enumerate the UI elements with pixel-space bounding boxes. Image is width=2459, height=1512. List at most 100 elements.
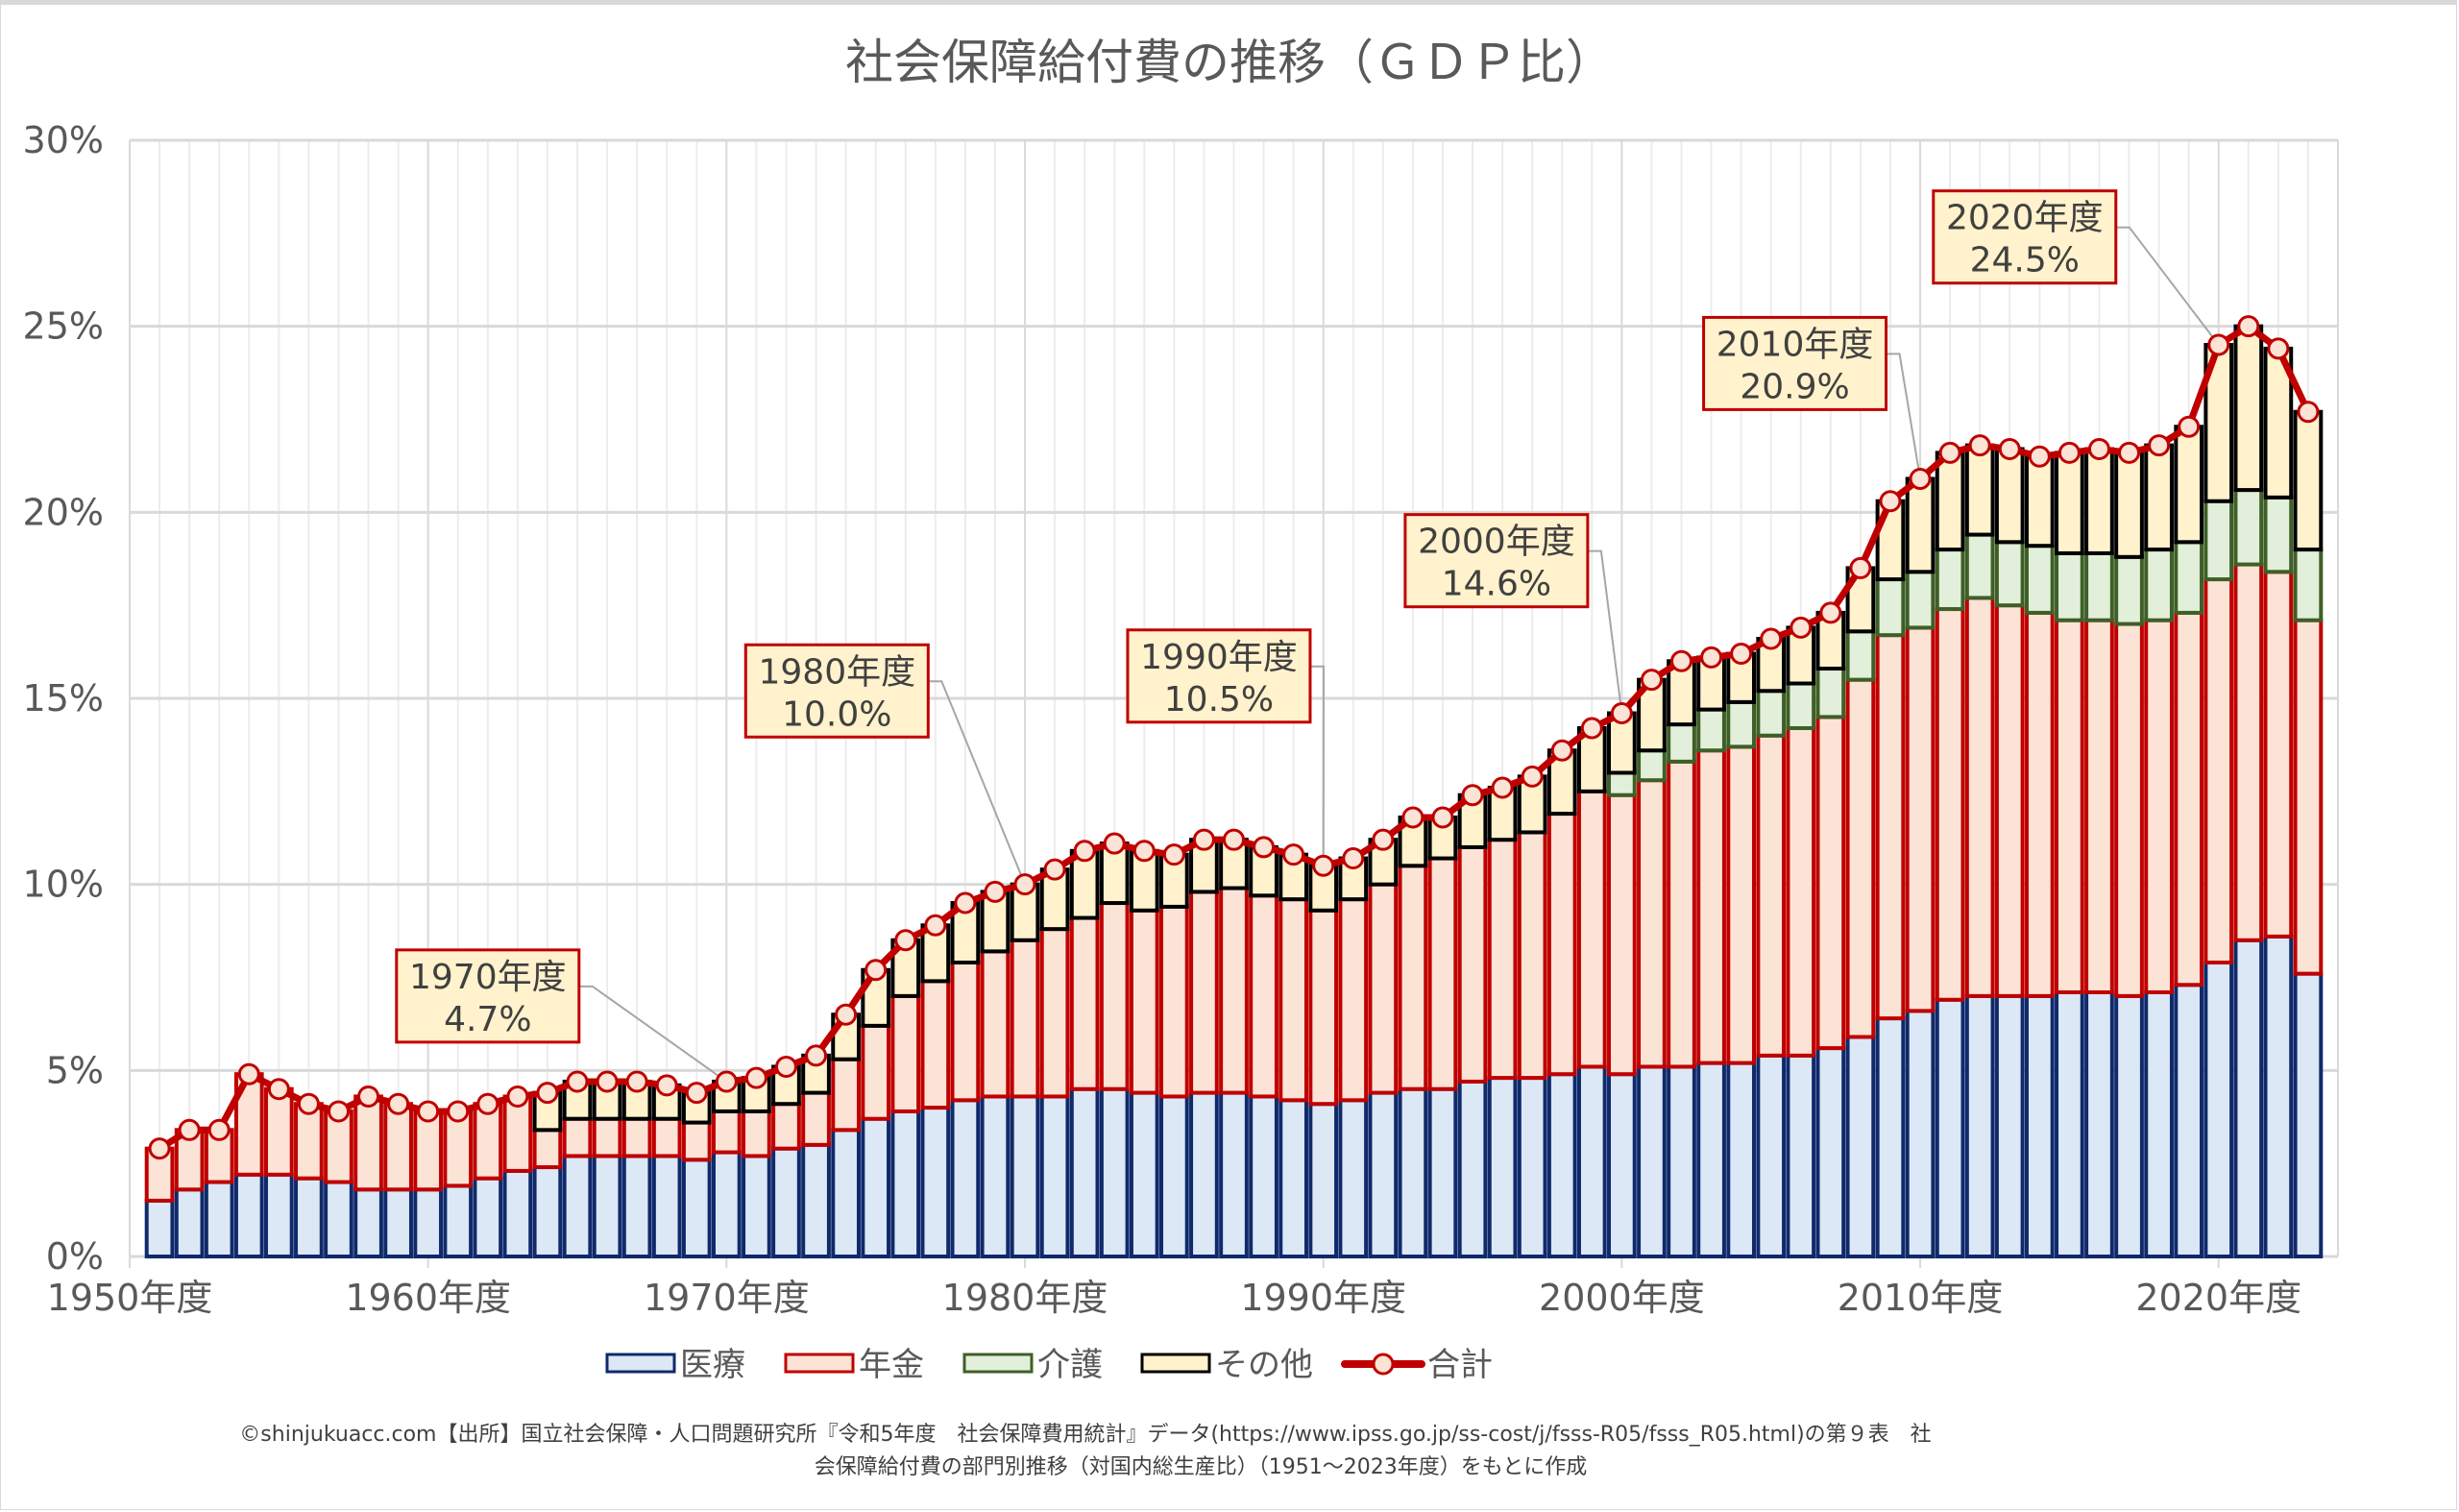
bar-segment-medical: [831, 1128, 861, 1258]
bar-segment-medical: [1129, 1090, 1159, 1259]
bar-segment-care: [2263, 495, 2294, 574]
bar-segment-care: [1994, 540, 2025, 608]
legend-label-total: 合計: [1427, 1346, 1493, 1384]
bar-segment-medical: [1905, 1009, 1936, 1258]
bar-segment-medical: [1099, 1086, 1130, 1258]
bar-segment-medical: [711, 1150, 742, 1258]
bar-segment-pension: [383, 1102, 413, 1192]
annotation-leader-line: [2115, 226, 2220, 346]
bar-segment-medical: [2055, 989, 2084, 1258]
total-point: [476, 1092, 499, 1115]
bar-segment-other: [2114, 451, 2144, 559]
bar-segment-pension: [1845, 677, 1876, 1039]
total-point: [1342, 847, 1365, 870]
bar-segment-medical: [2084, 989, 2114, 1258]
bar-segment-pension: [1427, 856, 1458, 1091]
total-point: [297, 1092, 320, 1115]
bar-segment-pension: [1875, 633, 1906, 1021]
x-tick-label: 1970年度: [644, 1277, 810, 1319]
bar-segment-medical: [144, 1198, 175, 1259]
bar-segment-medical: [1189, 1090, 1219, 1259]
bar-segment-medical: [920, 1106, 951, 1258]
bar-segment-pension: [1726, 744, 1757, 1065]
bar-segment-pension: [2114, 622, 2144, 998]
bar-segment-medical: [1427, 1086, 1458, 1258]
bar-segment-pension: [1756, 733, 1787, 1058]
total-point: [357, 1085, 380, 1108]
bar-segment-care: [1845, 629, 1876, 682]
annotation-value: 20.9%: [1740, 367, 1849, 406]
bar-segment-other: [2233, 324, 2264, 493]
total-point: [1401, 806, 1424, 829]
total-point: [327, 1100, 350, 1123]
bar-segment-care: [2084, 550, 2114, 622]
bar-segment-medical: [1576, 1064, 1607, 1258]
bar-segment-other: [2024, 454, 2055, 549]
bar-segment-pension: [353, 1094, 383, 1192]
bar-segment-medical: [1517, 1076, 1547, 1258]
bar-segment-other: [1726, 651, 1757, 704]
bar-segment-medical: [1457, 1079, 1488, 1259]
bar-segment-other: [2144, 443, 2174, 552]
bar-segment-medical: [2263, 934, 2294, 1258]
y-tick-label: 15%: [23, 677, 104, 719]
bar-segment-medical: [1010, 1094, 1040, 1258]
y-tick-label: 25%: [23, 305, 104, 348]
bar-segment-pension: [473, 1102, 503, 1181]
bar-segment-medical: [2024, 993, 2055, 1259]
total-point: [267, 1078, 290, 1101]
bar-segment-pension: [1935, 607, 1965, 1002]
total-point: [1312, 854, 1335, 877]
total-point: [2028, 445, 2051, 468]
bar-segment-pension: [1129, 908, 1159, 1095]
annotation-leader-line: [578, 985, 727, 1083]
total-point: [148, 1137, 171, 1160]
total-point: [1372, 828, 1395, 851]
bar-segment-pension: [1219, 886, 1249, 1095]
bar-segment-pension: [562, 1116, 593, 1158]
bar-segment-medical: [1994, 993, 2025, 1259]
x-tick-label: 2000年度: [1539, 1277, 1705, 1319]
annotation-leader-line: [928, 680, 1026, 886]
bar-segment-care: [1667, 722, 1696, 764]
bar-segment-medical: [263, 1172, 294, 1258]
annotation-year: 2000年度: [1418, 523, 1575, 562]
bar-segment-pension: [1398, 864, 1428, 1091]
total-point: [2207, 333, 2230, 356]
bar-segment-medical: [801, 1142, 831, 1259]
bar-segment-medical: [950, 1098, 981, 1258]
bar-segment-pension: [1546, 812, 1577, 1077]
bar-segment-medical: [383, 1187, 413, 1259]
bar-segment-care: [2114, 554, 2144, 626]
bar-segment-care: [2055, 550, 2084, 622]
bar-segment-pension: [681, 1120, 712, 1162]
bar-segment-medical: [890, 1109, 921, 1258]
bar-segment-pension: [742, 1109, 771, 1158]
total-point: [1431, 806, 1454, 829]
bar-segment-medical: [1487, 1076, 1518, 1258]
total-point: [864, 959, 888, 982]
bar-segment-pension: [950, 961, 981, 1103]
bar-segment-medical: [771, 1146, 801, 1259]
annotation-value: 10.0%: [782, 695, 891, 734]
bar-segment-other: [2174, 425, 2204, 545]
bar-segment-medical: [233, 1172, 264, 1258]
bar-segment-pension: [1368, 882, 1399, 1095]
bar-segment-pension: [980, 949, 1010, 1099]
bar-segment-pension: [294, 1102, 324, 1181]
bar-segment-medical: [413, 1187, 444, 1259]
annotation-box: [1932, 189, 2118, 285]
bar-segment-medical: [742, 1154, 771, 1259]
bar-segment-care: [1815, 667, 1846, 719]
bar-segment-other: [2263, 346, 2294, 500]
legend: 医療 年金 介護 その他 合計: [605, 1346, 1493, 1384]
bar-segment-care: [1637, 748, 1667, 783]
total-point: [1730, 643, 1753, 666]
bar-segment-care: [1696, 707, 1726, 753]
bar-segment-medical: [1159, 1094, 1189, 1258]
bar-segment-pension: [2055, 618, 2084, 994]
bar-segment-pension: [2263, 570, 2294, 939]
bar-segment-medical: [980, 1094, 1010, 1258]
total-point: [506, 1085, 529, 1108]
total-point: [2178, 415, 2201, 438]
